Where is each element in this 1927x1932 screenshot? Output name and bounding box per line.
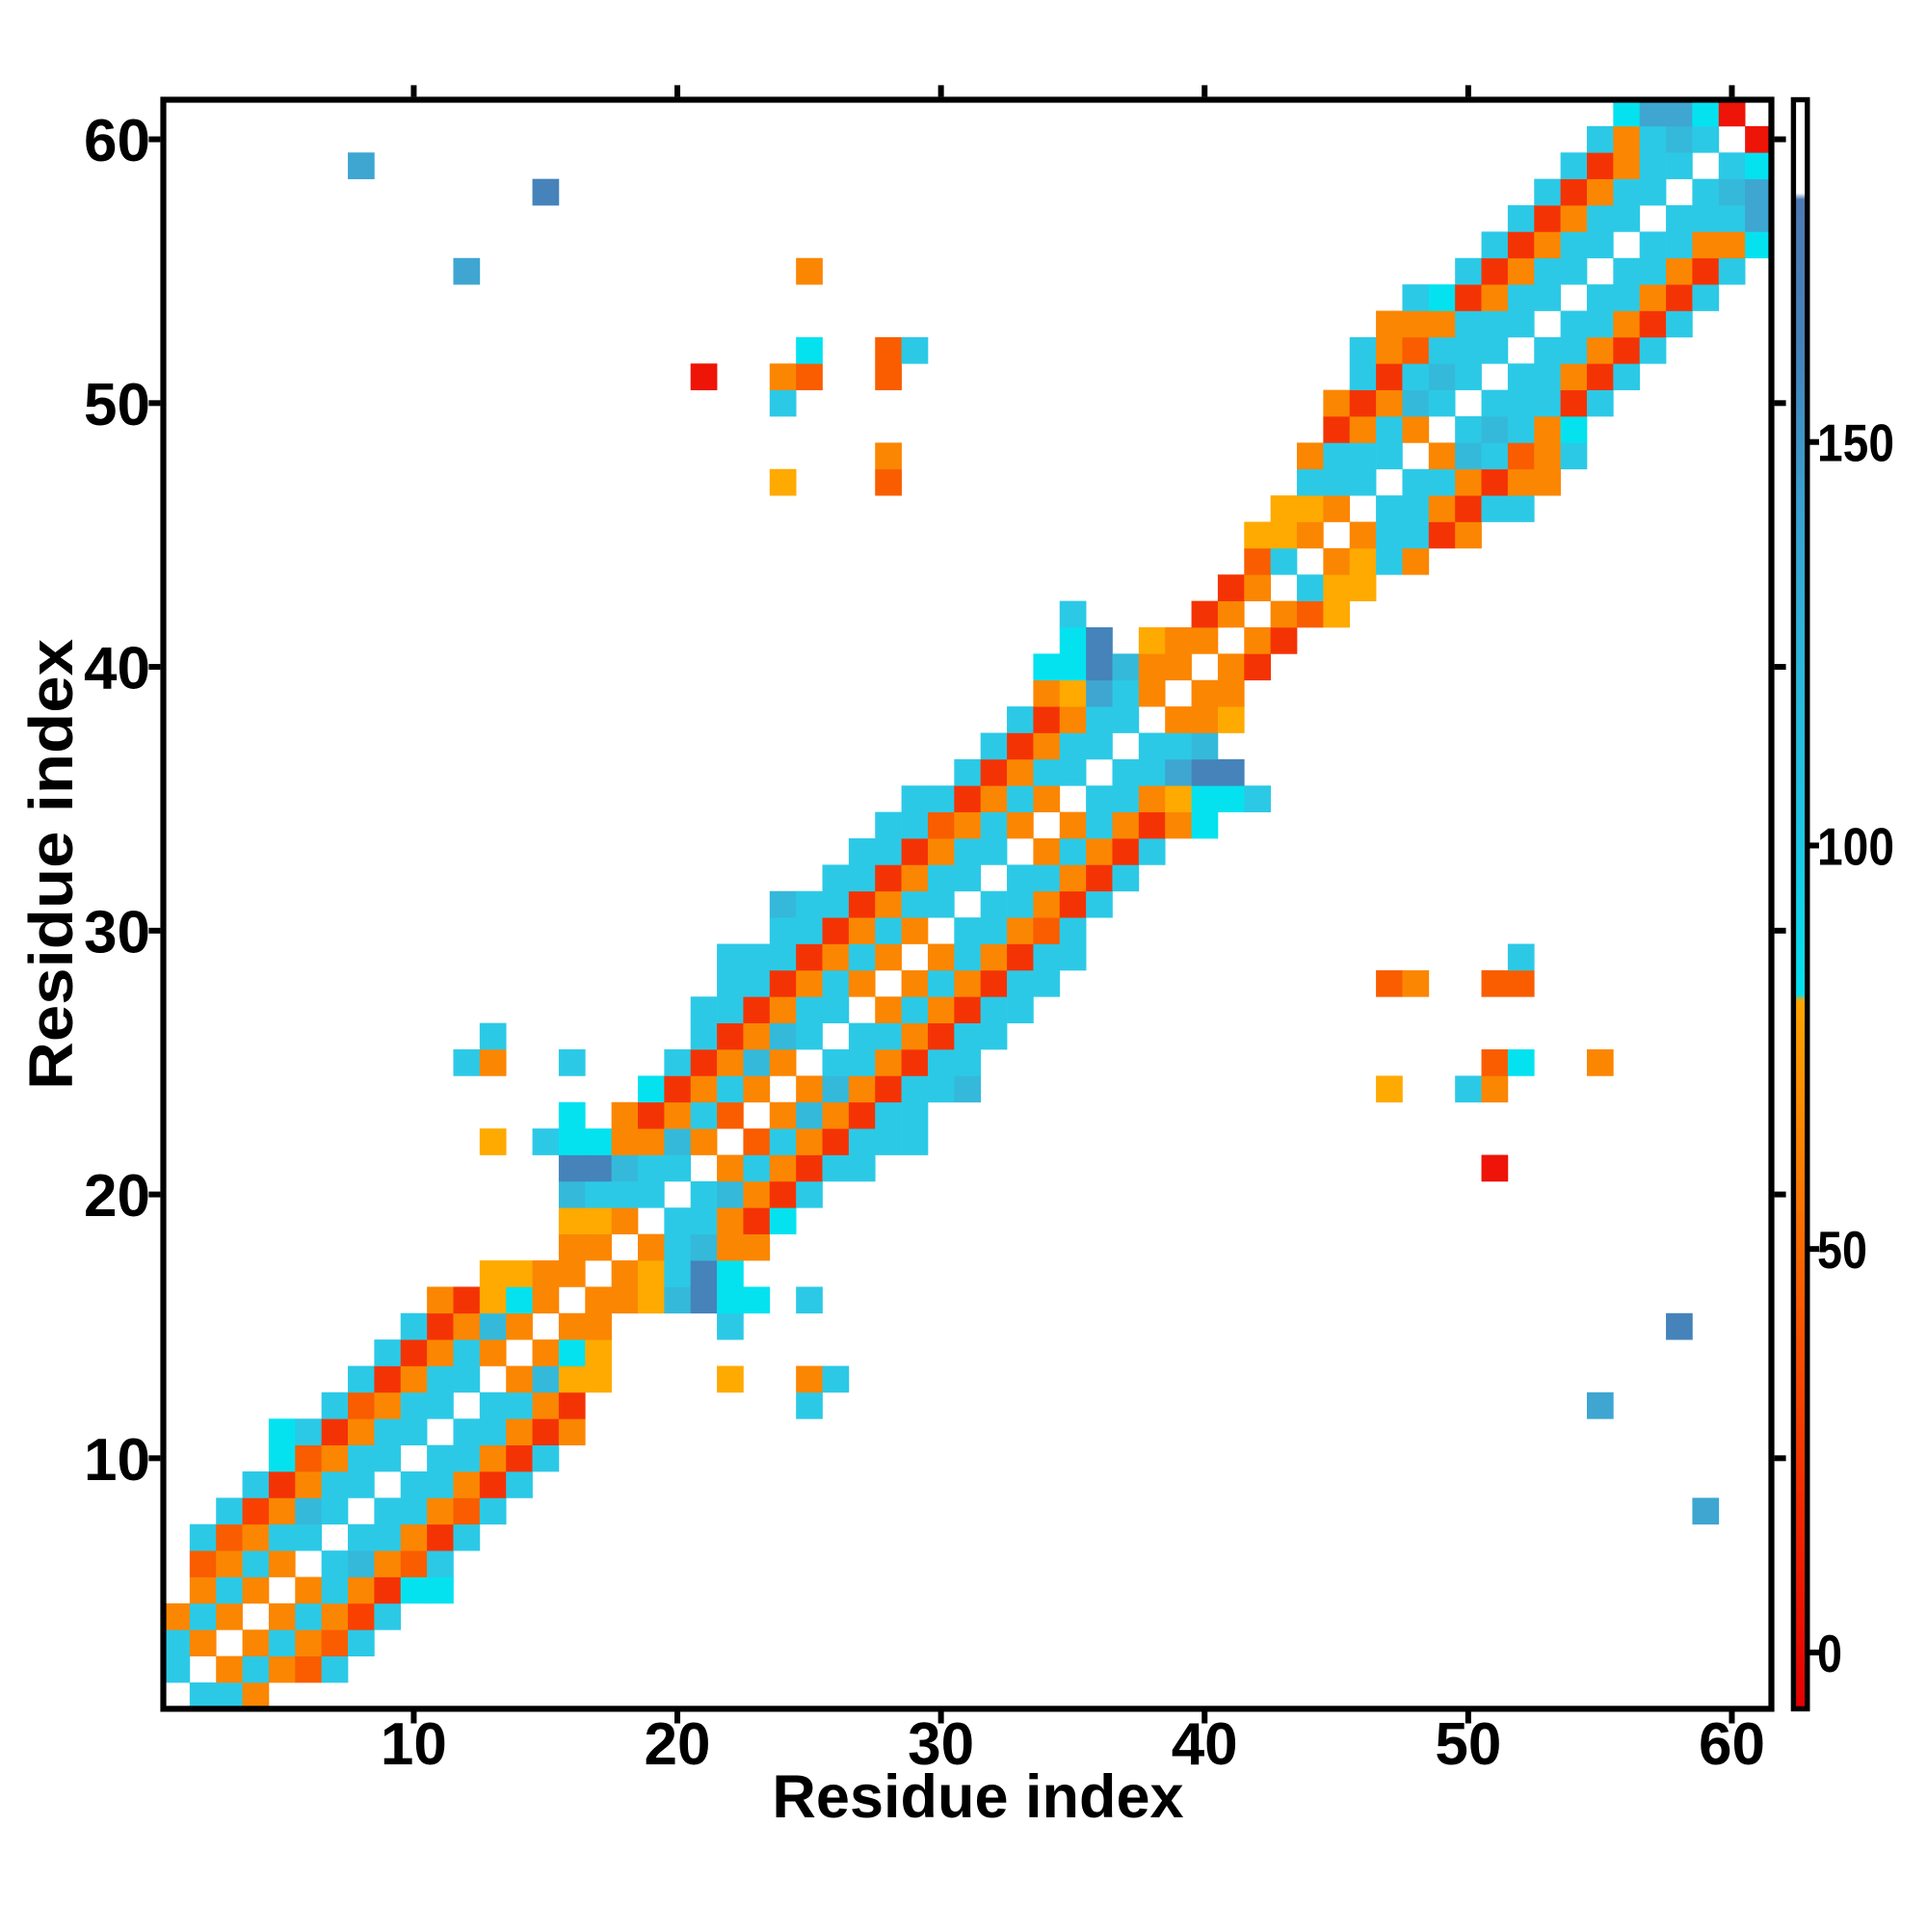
svg-text:20: 20	[84, 1163, 150, 1230]
svg-text:20: 20	[645, 1711, 711, 1778]
svg-text:Residue index: Residue index	[772, 1763, 1183, 1831]
svg-text:50: 50	[1435, 1711, 1501, 1778]
svg-text:40: 40	[84, 636, 150, 702]
svg-text:10: 10	[381, 1711, 447, 1778]
svg-text:50: 50	[1817, 1220, 1867, 1280]
svg-text:30: 30	[908, 1711, 974, 1778]
svg-text:100: 100	[1817, 816, 1894, 876]
svg-text:150: 150	[1817, 413, 1894, 473]
svg-text:40: 40	[1172, 1711, 1238, 1778]
svg-text:10: 10	[84, 1427, 150, 1494]
svg-text:50: 50	[84, 372, 150, 438]
svg-text:60: 60	[1699, 1711, 1765, 1778]
svg-text:30: 30	[84, 899, 150, 966]
svg-text:Residue index: Residue index	[16, 639, 86, 1090]
svg-text:0: 0	[1817, 1624, 1842, 1683]
svg-text:60: 60	[84, 108, 150, 174]
